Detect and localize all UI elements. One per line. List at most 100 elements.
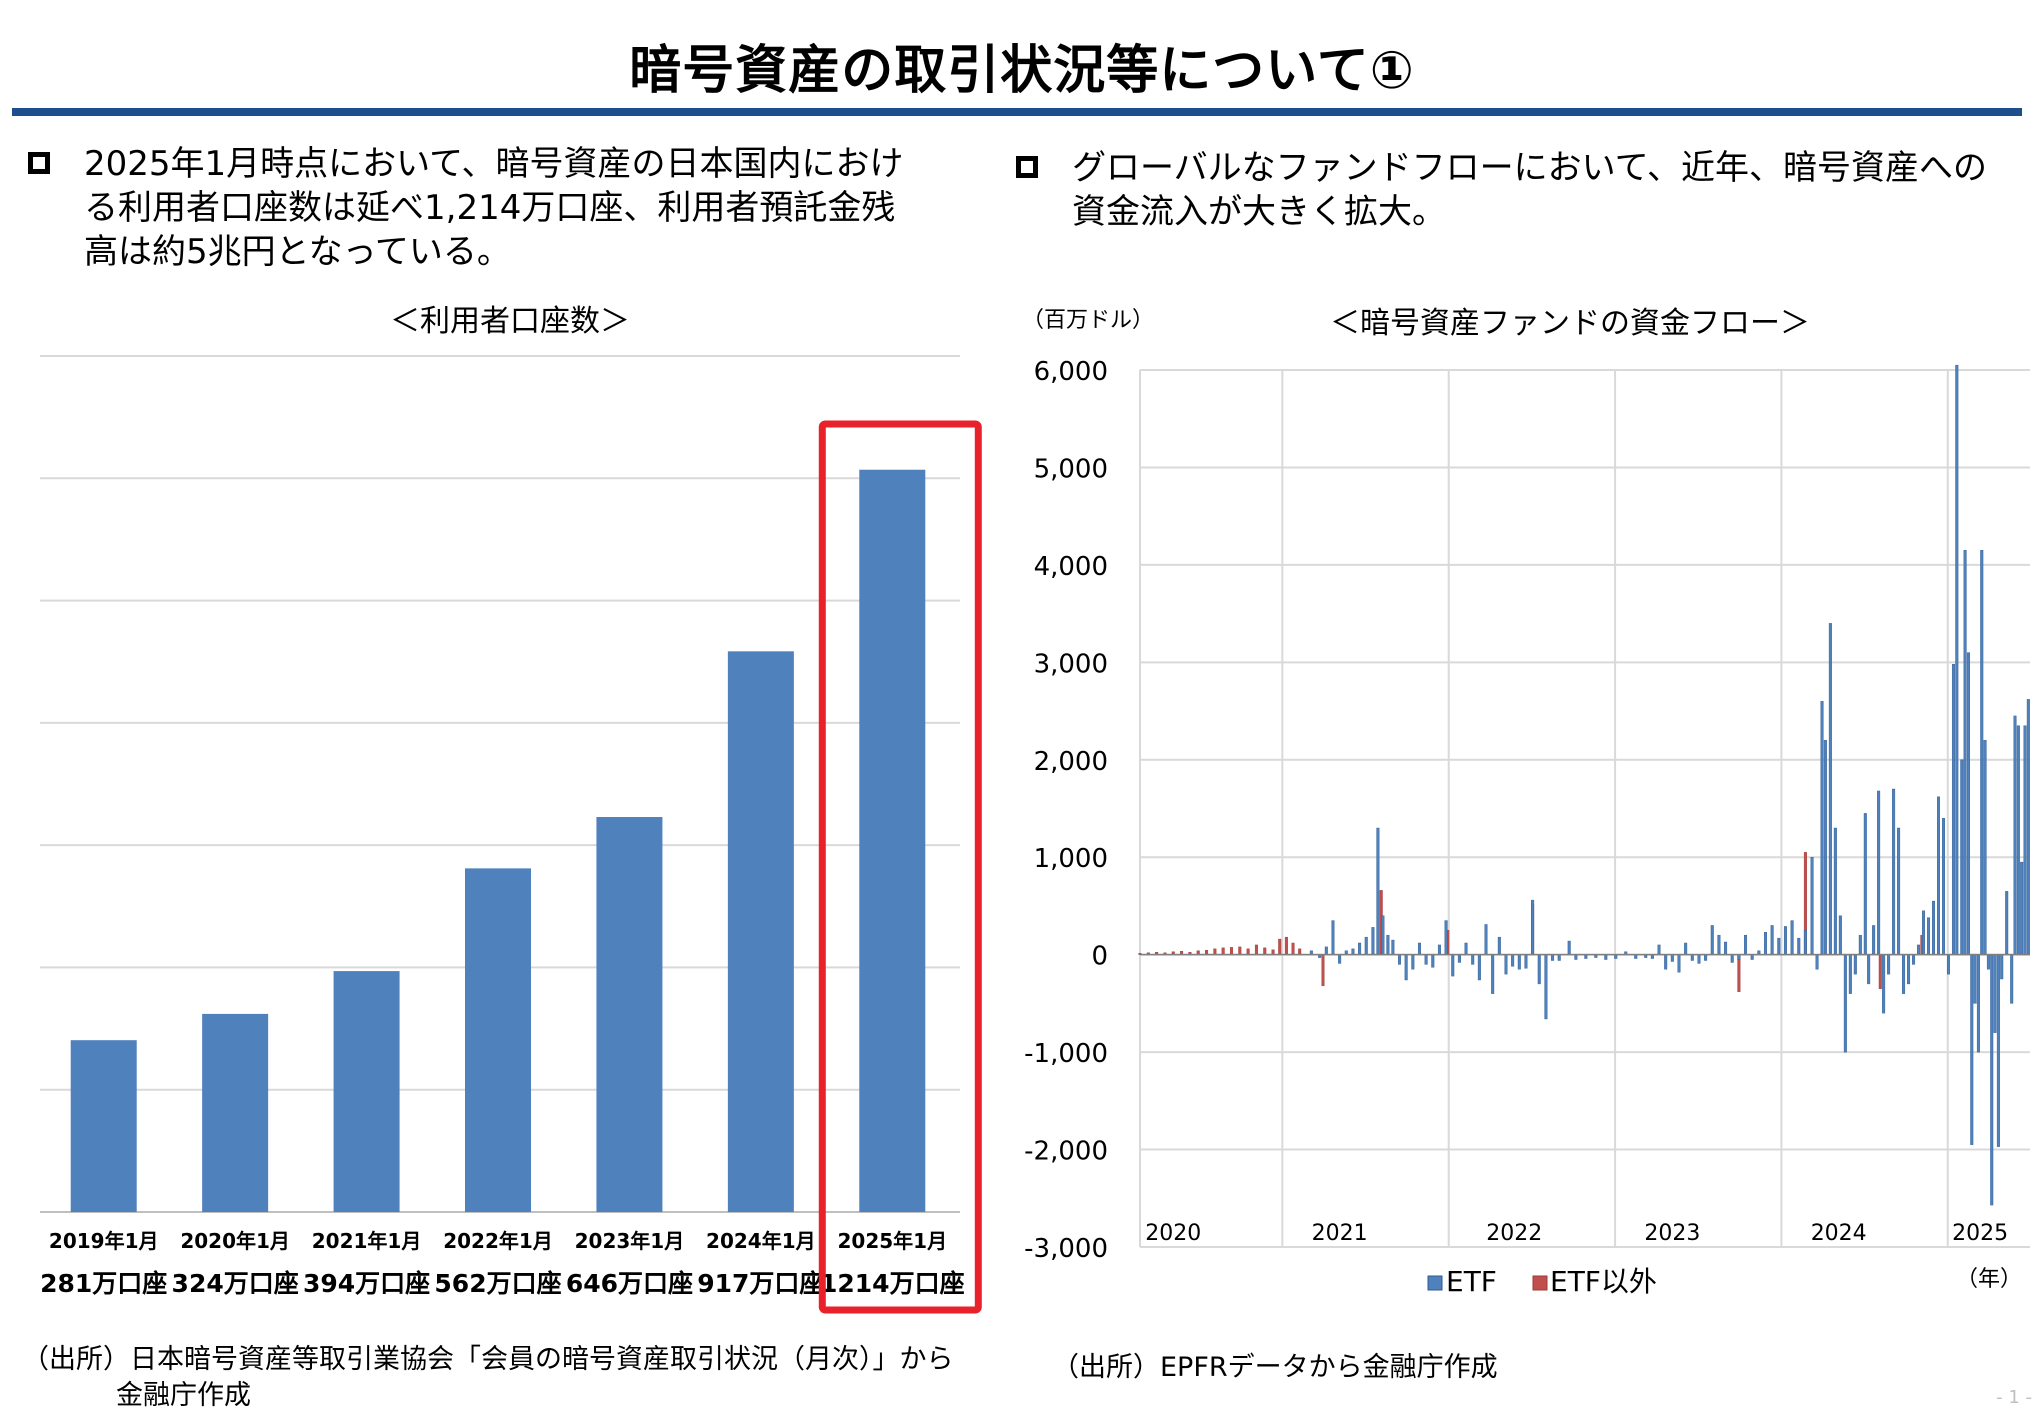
x-year-label: 2024 xyxy=(1811,1221,1867,1246)
etf-flow-bar xyxy=(1477,954,1481,981)
etf-flow-bar xyxy=(1338,954,1342,964)
etf-flow-bar xyxy=(1932,900,1936,955)
etf-flow-bar xyxy=(1531,899,1535,955)
etf-flow-bar xyxy=(1996,954,2000,1147)
etf-flow-bar xyxy=(1833,827,1837,955)
etf-flow-bar xyxy=(1684,942,1688,955)
flow-unit-label: （百万ドル） xyxy=(1022,308,1155,333)
etf-flow-bar xyxy=(1724,941,1728,955)
etf-flow-bar xyxy=(1670,954,1674,962)
value-label: 324万口座 xyxy=(172,1269,299,1298)
etf-flow-bar xyxy=(1376,827,1380,955)
etf-flow-bar xyxy=(1457,954,1461,963)
legend-label-etf: ETF xyxy=(1446,1265,1497,1298)
category-label: 2020年1月 xyxy=(180,1229,290,1253)
etf-flow-bar xyxy=(1828,623,1832,955)
etf-flow-bar xyxy=(1877,790,1881,955)
category-label: 2024年1月 xyxy=(706,1229,816,1253)
non-etf-flow-bar xyxy=(1221,947,1225,955)
etf-flow-bar xyxy=(1497,936,1501,955)
value-label: 394万口座 xyxy=(303,1269,430,1298)
etf-flow-bar xyxy=(1927,917,1931,955)
etf-flow-bar xyxy=(1863,813,1867,955)
etf-flow-bar xyxy=(1941,818,1945,955)
y-tick-label: 4,000 xyxy=(1034,552,1108,582)
value-label: 1214万口座 xyxy=(820,1269,965,1298)
etf-flow-bar xyxy=(2005,891,2009,955)
y-tick-label: 1,000 xyxy=(1034,844,1108,874)
etf-flow-bar xyxy=(1471,954,1475,965)
etf-flow-bar xyxy=(1976,954,1980,1053)
etf-flow-bar xyxy=(1437,944,1441,955)
etf-flow-bar xyxy=(1882,954,1886,1014)
account-bar xyxy=(465,868,531,1212)
etf-flow-bar xyxy=(1730,954,1734,963)
category-label: 2021年1月 xyxy=(312,1229,422,1253)
right-source: （出所）EPFRデータから金融庁作成 xyxy=(1052,1352,1498,1383)
etf-flow-bar xyxy=(1444,920,1448,955)
etf-flow-bar xyxy=(1897,827,1901,955)
etf-flow-bar xyxy=(1411,954,1415,970)
etf-flow-bar xyxy=(1386,934,1390,955)
etf-flow-bar xyxy=(2026,699,2030,955)
etf-flow-bar xyxy=(1704,954,1708,961)
etf-flow-bar xyxy=(1907,954,1911,985)
page-number: - 1 - xyxy=(1996,1387,2032,1408)
etf-flow-bar xyxy=(1351,948,1355,955)
etf-flow-bar xyxy=(1567,940,1571,955)
flow-chart-title: ＜暗号資産ファンドの資金フロー＞ xyxy=(1330,306,1810,341)
left-bullet-line: る利用者口座数は延べ1,214万口座、利用者預託金残 xyxy=(84,188,896,228)
etf-flow-bar xyxy=(1777,937,1781,955)
account-bar xyxy=(202,1013,269,1212)
etf-flow-bar xyxy=(1690,954,1694,961)
etf-flow-bar xyxy=(1557,954,1561,961)
etf-flow-bar xyxy=(1324,946,1328,955)
y-tick-label: 2,000 xyxy=(1034,747,1108,777)
left-source-line: （出所）日本暗号資産等取引業協会「会員の暗号資産取引状況（月次）」から xyxy=(22,1344,954,1375)
etf-flow-bar xyxy=(1986,954,1990,970)
etf-flow-bar xyxy=(1511,954,1515,967)
etf-flow-bar xyxy=(1358,942,1362,955)
etf-flow-bar xyxy=(1973,954,1977,1004)
etf-flow-bar xyxy=(1797,937,1801,955)
non-etf-flow-bar xyxy=(1278,938,1282,955)
y-tick-label: 6,000 xyxy=(1034,357,1108,387)
right-bullet-line: 資金流入が大きく拡大。 xyxy=(1072,192,1446,232)
non-etf-flow-bar xyxy=(1284,936,1288,955)
etf-flow-bar xyxy=(1838,915,1842,955)
etf-flow-bar xyxy=(1431,954,1435,968)
etf-flow-bar xyxy=(1464,942,1468,955)
etf-flow-bar xyxy=(1887,954,1891,975)
etf-flow-bar xyxy=(1951,664,1955,955)
non-etf-flow-bar xyxy=(1229,947,1233,955)
y-tick-label: -2,000 xyxy=(1024,1137,1108,1167)
y-tick-label: 0 xyxy=(1091,942,1108,972)
etf-flow-bar xyxy=(1848,954,1852,994)
etf-flow-bar xyxy=(1504,954,1508,975)
etf-flow-bar xyxy=(2023,725,2027,955)
etf-flow-bar xyxy=(1990,954,1994,1206)
etf-flow-bar xyxy=(1867,954,1871,985)
x-year-label: 2020 xyxy=(1145,1221,1201,1246)
left-bullet-line: 2025年1月時点において、暗号資産の日本国内におけ xyxy=(84,144,904,184)
x-year-label: 2023 xyxy=(1644,1221,1700,1246)
legend-swatch-etf xyxy=(1427,1275,1443,1291)
non-etf-flow-bar xyxy=(1238,946,1242,955)
y-tick-label: 3,000 xyxy=(1034,649,1108,679)
etf-flow-bar xyxy=(1955,364,1959,955)
x-year-label: 2025 xyxy=(1952,1221,2008,1246)
account-bar xyxy=(859,469,926,1212)
etf-flow-bar xyxy=(1922,910,1926,955)
y-tick-label: -3,000 xyxy=(1024,1234,1108,1264)
etf-flow-bar xyxy=(1823,740,1827,955)
left-source-line: 金融庁作成 xyxy=(116,1380,251,1411)
etf-flow-bar xyxy=(1491,954,1495,994)
etf-flow-bar xyxy=(1872,925,1876,955)
etf-flow-bar xyxy=(1902,954,1906,994)
etf-flow-bar xyxy=(2013,715,2017,955)
y-tick-label: -1,000 xyxy=(1024,1039,1108,1069)
etf-flow-bar xyxy=(1783,926,1787,955)
non-etf-flow-bar xyxy=(1254,944,1258,955)
legend-swatch-non-etf xyxy=(1532,1275,1548,1291)
account-bar xyxy=(333,971,400,1212)
